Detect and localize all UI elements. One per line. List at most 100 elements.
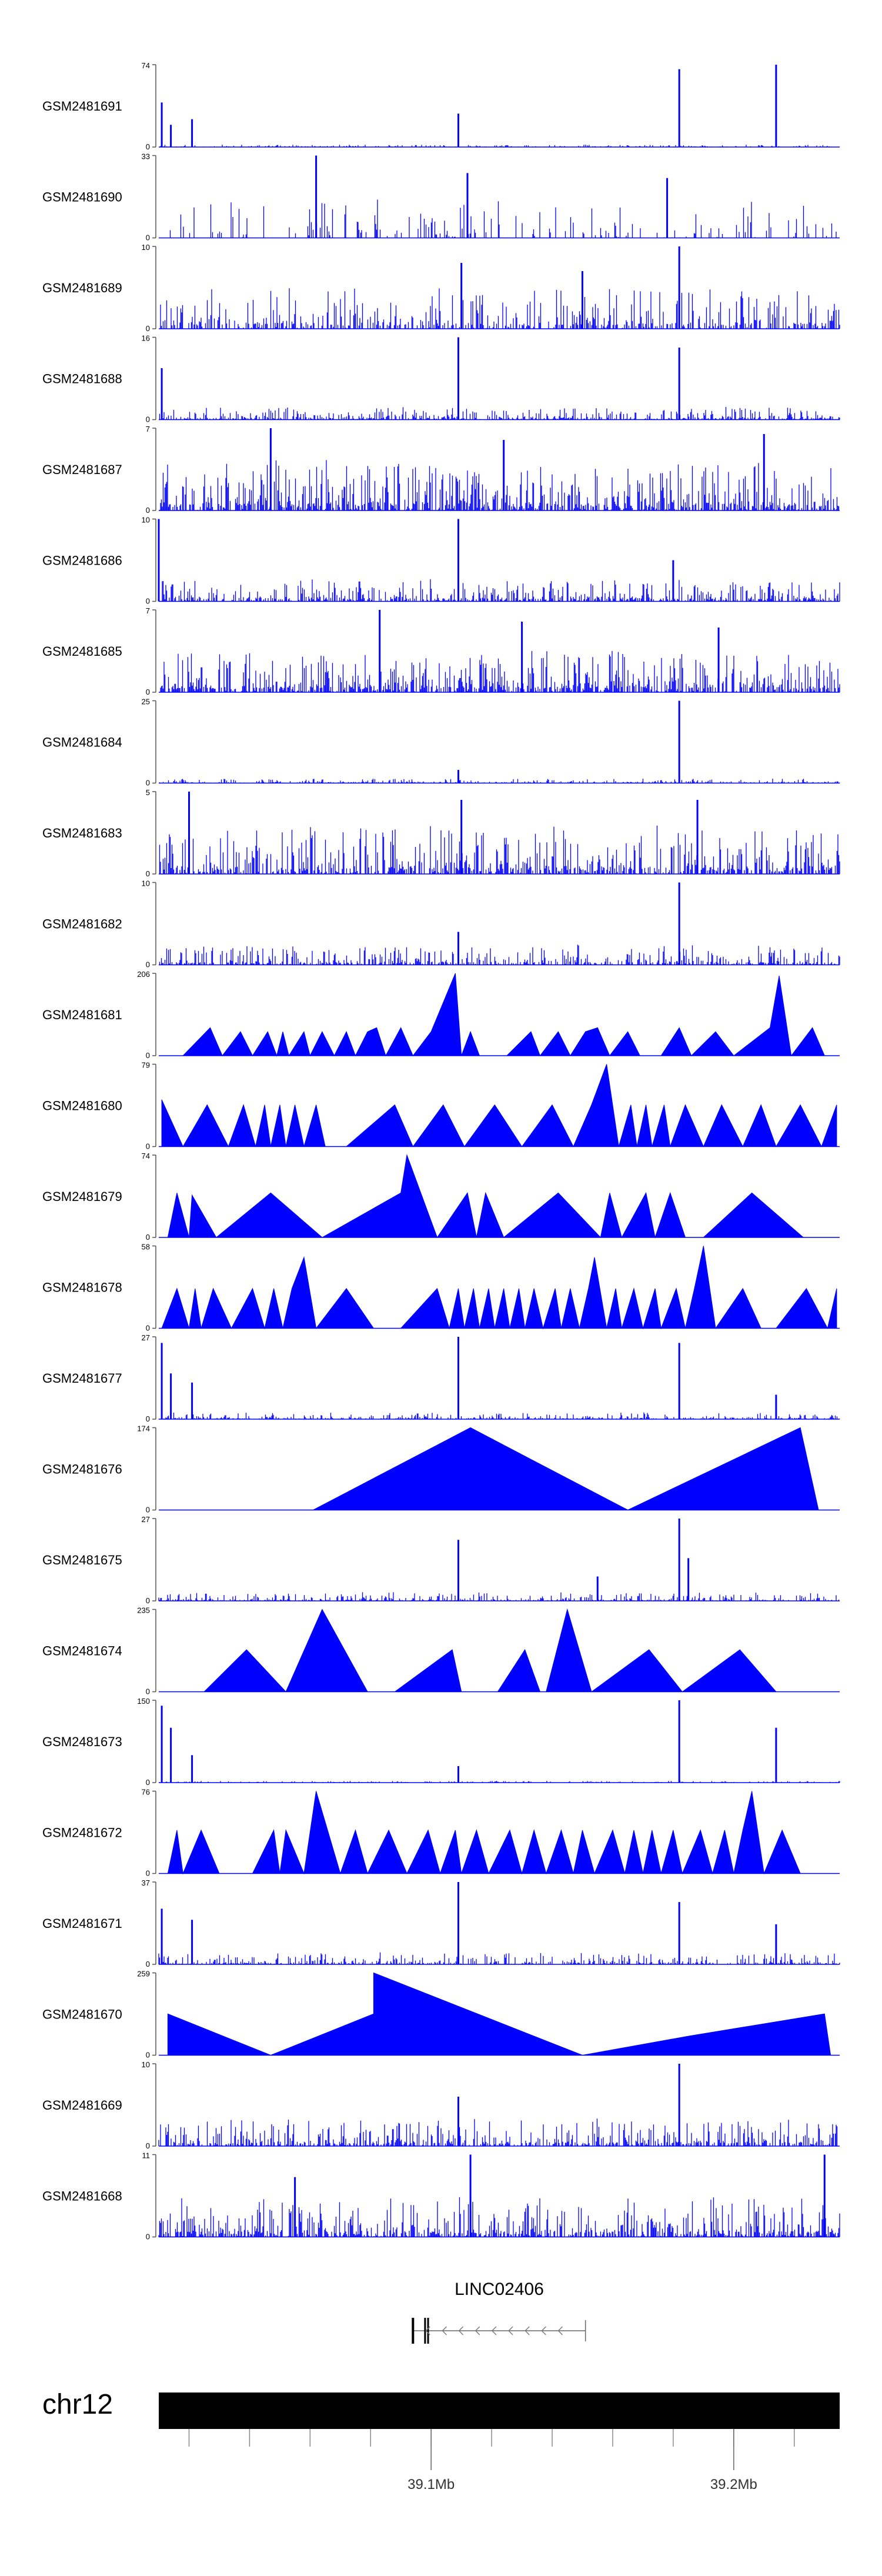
coverage-bars	[158, 2118, 838, 2146]
y-axis-max-label: 206	[137, 970, 150, 979]
track-label: GSM2481668	[42, 2189, 122, 2204]
track-label: GSM2481685	[42, 644, 122, 659]
gene-track: LINC02406	[412, 2280, 586, 2344]
track-GSM2481691: GSM2481691 74 0	[42, 61, 840, 151]
track-GSM2481683: GSM2481683 5 0	[42, 788, 840, 878]
strand-arrow	[524, 2326, 530, 2335]
track-label: GSM2481681	[42, 1007, 122, 1022]
track-GSM2481676: GSM2481676 174 0	[42, 1424, 840, 1514]
strand-arrow	[557, 2326, 563, 2335]
track-GSM2481681: GSM2481681 206 0	[42, 970, 840, 1060]
y-axis-max-label: 259	[137, 1970, 150, 1978]
y-axis-max-label: 174	[137, 1424, 150, 1433]
track-label: GSM2481679	[42, 1189, 122, 1204]
y-axis-max-label: 76	[142, 1788, 150, 1797]
y-axis-zero-label: 0	[146, 1869, 150, 1878]
y-axis-max-label: 5	[146, 788, 150, 797]
y-axis-max-label: 10	[142, 879, 150, 888]
y-axis-zero-label: 0	[146, 1324, 150, 1333]
y-axis-zero-label: 0	[146, 869, 150, 878]
y-axis-zero-label: 0	[146, 324, 150, 333]
y-axis-zero-label: 0	[146, 1687, 150, 1696]
coverage-area	[313, 1427, 819, 1511]
y-axis-max-label: 74	[142, 61, 150, 70]
track-label: GSM2481673	[42, 1734, 122, 1749]
y-axis-zero-label: 0	[146, 1778, 150, 1787]
y-axis-zero-label: 0	[146, 1414, 150, 1423]
track-GSM2481679: GSM2481679 74 0	[42, 1152, 840, 1242]
track-GSM2481675: GSM2481675 27 0	[42, 1515, 840, 1605]
track-label: GSM2481670	[42, 2007, 122, 2022]
y-axis-max-label: 7	[146, 606, 150, 615]
strand-arrow	[508, 2326, 513, 2335]
y-axis-zero-label: 0	[146, 688, 150, 696]
y-axis-zero-label: 0	[146, 1506, 150, 1514]
track-label: GSM2481680	[42, 1099, 122, 1113]
y-axis-zero-label: 0	[146, 2141, 150, 2150]
coverage-bars	[158, 1412, 840, 1419]
y-axis-max-label: 10	[142, 2060, 150, 2069]
coverage-bars	[160, 288, 840, 329]
track-GSM2481668: GSM2481668 11 0	[42, 2151, 840, 2241]
y-axis-zero-label: 0	[146, 2051, 150, 2060]
coverage-bars	[158, 2197, 840, 2237]
track-label: GSM2481672	[42, 1826, 122, 1840]
track-GSM2481678: GSM2481678 58 0	[42, 1243, 840, 1333]
coverage-bars	[160, 650, 840, 692]
track-label: GSM2481669	[42, 2098, 122, 2113]
coverage-bars	[159, 779, 840, 783]
y-axis-max-label: 11	[142, 2151, 151, 2160]
y-axis-max-label: 33	[142, 152, 150, 161]
coverage-area	[161, 1064, 837, 1147]
coverage-area	[203, 1608, 777, 1693]
y-axis-zero-label: 0	[146, 2233, 150, 2241]
y-axis-zero-label: 0	[146, 1051, 150, 1060]
track-label: GSM2481687	[42, 462, 122, 477]
strand-arrow	[425, 2326, 430, 2335]
track-label: GSM2481688	[42, 372, 122, 386]
track-GSM2481690: GSM2481690 33 0	[42, 152, 840, 242]
signal-tracks: GSM2481691740GSM2481690330GSM2481689100G…	[42, 61, 840, 2241]
coverage-bars	[159, 825, 840, 874]
track-GSM2481686: GSM2481686 10 0	[42, 516, 840, 606]
track-GSM2481680: GSM2481680 79 0	[42, 1061, 840, 1151]
coverage-bars	[162, 579, 840, 602]
y-axis-max-label: 58	[142, 1243, 150, 1252]
strand-arrow	[458, 2326, 464, 2335]
coverage-area	[182, 973, 826, 1057]
track-GSM2481674: GSM2481674 235 0	[42, 1606, 840, 1696]
y-axis-zero-label: 0	[146, 1142, 150, 1151]
track-GSM2481689: GSM2481689 10 0	[42, 243, 840, 333]
track-label: GSM2481676	[42, 1462, 122, 1477]
y-axis-zero-label: 0	[146, 1596, 150, 1605]
track-GSM2481677: GSM2481677 27 0	[42, 1333, 840, 1423]
gene-name: LINC02406	[455, 2280, 544, 2299]
track-label: GSM2481678	[42, 1280, 122, 1295]
coverage-bars	[160, 145, 840, 147]
track-label: GSM2481690	[42, 190, 122, 205]
coverage-bars	[169, 199, 837, 238]
coverage-bars	[159, 406, 840, 420]
track-label: GSM2481674	[42, 1644, 122, 1659]
track-GSM2481682: GSM2481682 10 0	[42, 879, 840, 969]
y-axis-zero-label: 0	[146, 142, 150, 151]
track-GSM2481685: GSM2481685 7 0	[42, 606, 840, 696]
track-GSM2481684: GSM2481684 25 0	[42, 698, 840, 788]
y-axis-zero-label: 0	[146, 415, 150, 424]
strand-arrow	[475, 2326, 480, 2335]
strand-arrow	[541, 2326, 546, 2335]
y-axis-max-label: 25	[142, 698, 150, 706]
coverage-bars	[159, 460, 840, 510]
track-label: GSM2481683	[42, 826, 122, 840]
y-axis-max-label: 235	[137, 1606, 150, 1615]
x-axis-tick-label: 39.2Mb	[710, 2477, 757, 2492]
track-label: GSM2481677	[42, 1371, 122, 1386]
x-axis-tick-label: 39.1Mb	[407, 2477, 455, 2492]
coverage-bars	[158, 1592, 840, 1601]
y-axis-zero-label: 0	[146, 233, 150, 242]
track-label: GSM2481684	[42, 735, 122, 750]
coverage-area	[161, 1246, 837, 1330]
coverage-bars	[159, 945, 840, 965]
track-GSM2481687: GSM2481687 7 0	[42, 425, 840, 515]
